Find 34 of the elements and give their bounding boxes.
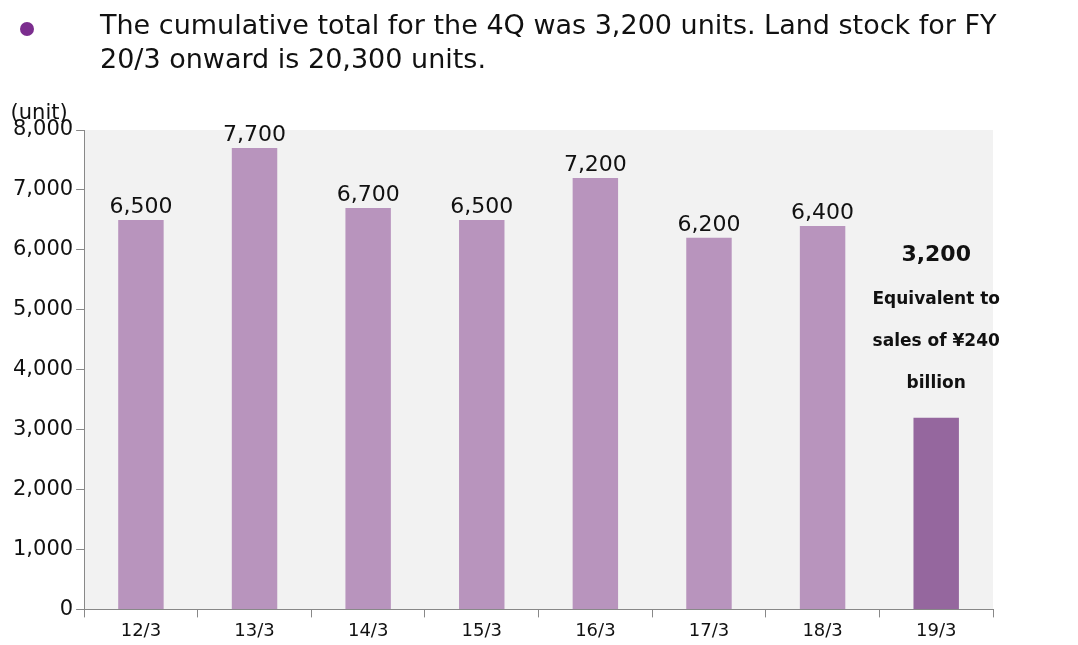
x-tick-label: 18/3 xyxy=(802,618,843,640)
data-label: 6,500 xyxy=(109,192,173,218)
bar xyxy=(345,207,391,609)
x-tick-label: 15/3 xyxy=(461,618,502,640)
bar xyxy=(118,219,164,609)
data-label: 6,700 xyxy=(336,180,400,206)
data-label: 7,700 xyxy=(223,120,287,146)
text: Equivalent to sales of ¥240 billion xyxy=(872,288,1000,393)
x-tick-label: 14/3 xyxy=(347,618,389,640)
y-tick-label: 5,000 xyxy=(12,296,74,321)
x-tick-label: 17/3 xyxy=(688,618,730,640)
y-tick-label: 4,000 xyxy=(12,356,74,381)
x-tick-label: 19/3 xyxy=(915,618,957,640)
data-label: 7,200 xyxy=(563,150,627,176)
x-tick-label: 16/3 xyxy=(575,618,616,640)
chart-title: The cumulative total for the 4Q was 3,200 units. Land stock for FY 20/3 onward is 20,300 units. xyxy=(100,8,998,76)
y-tick-label: 6,000 xyxy=(12,236,74,261)
x-tick-label: 12/3 xyxy=(120,618,162,640)
y-tick-label: 7,000 xyxy=(12,176,74,201)
data-label: 6,500 xyxy=(450,192,514,218)
bar xyxy=(913,417,959,609)
bar xyxy=(799,225,846,609)
annotation: 3,200 xyxy=(901,240,971,266)
x-tick-label: 13/3 xyxy=(234,618,275,640)
y-tick-label: 1,000 xyxy=(12,535,74,560)
bar xyxy=(572,177,619,609)
bar xyxy=(231,147,278,609)
data-label: 6,200 xyxy=(677,210,741,236)
y-tick-label: 2,000 xyxy=(12,476,74,500)
bar xyxy=(459,219,505,609)
data-label: 6,400 xyxy=(791,198,855,224)
y-tick-label: 3,000 xyxy=(12,416,74,441)
y-tick-label: 0 xyxy=(59,595,74,620)
bar xyxy=(686,237,732,609)
